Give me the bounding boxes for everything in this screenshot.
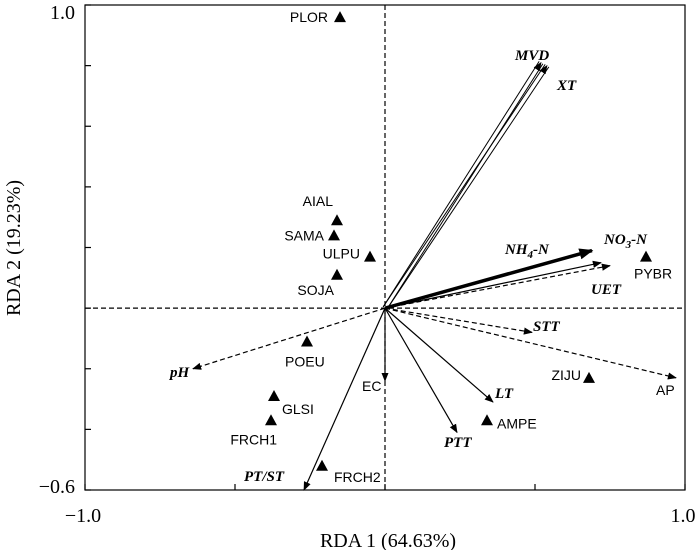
arrow-ph <box>192 307 386 370</box>
env-label-nh4n: NH4-N <box>504 242 550 261</box>
species-marker-ampe <box>481 414 493 426</box>
species-marker-frch1 <box>265 414 277 426</box>
arrow-pt-st <box>303 307 386 491</box>
x-axis-title: RDA 1 (64.63%) <box>320 530 456 550</box>
arrow-ap <box>384 307 677 380</box>
env-label-ap: AP <box>656 382 675 398</box>
x-tick-label-max: 1.0 <box>671 505 696 527</box>
species-markers <box>265 11 652 471</box>
arrow-xt-edge-a <box>386 66 550 310</box>
arrow-stt <box>384 307 533 335</box>
species-label-pybr: PYBR <box>634 266 672 282</box>
species-marker-plor <box>334 11 346 23</box>
species-label-soja: SOJA <box>297 282 334 298</box>
arrow-xt <box>539 64 548 75</box>
species-label-sama: SAMA <box>284 227 324 243</box>
arrow-no3-n <box>384 260 602 309</box>
species-marker-glsi <box>268 390 280 402</box>
env-label-uet: UET <box>591 282 622 298</box>
arrow-ptt <box>384 307 458 434</box>
species-labels: PLOR AIAL SAMA ULPU SOJA PYBR POEU GLSI FRCH1 FRC… <box>230 9 672 485</box>
species-marker-poeu <box>301 335 313 347</box>
arrow-lt <box>384 307 494 403</box>
species-marker-pybr <box>640 250 652 262</box>
arrow-xt-edge-b <box>382 64 546 308</box>
env-label-xt: XT <box>556 78 577 94</box>
species-marker-ziju <box>583 371 595 383</box>
species-label-frch2: FRCH2 <box>334 469 381 485</box>
species-label-ziju: ZIJU <box>551 367 581 383</box>
x-tick-label-min: −1.0 <box>65 505 101 527</box>
env-label-lt: LT <box>494 386 514 402</box>
species-label-frch1: FRCH1 <box>230 431 277 447</box>
arrow-nh4-n <box>384 248 594 310</box>
species-marker-sama <box>328 229 340 241</box>
species-label-aial: AIAL <box>303 193 334 209</box>
species-label-poeu: POEU <box>285 353 325 369</box>
species-marker-soja <box>331 268 343 280</box>
arrow-mvd-edge-b <box>382 61 540 308</box>
arrow-mvd-edge-a <box>386 63 544 310</box>
env-label-mvd: MVD <box>514 48 549 64</box>
axis-ticks <box>84 4 686 491</box>
environment-arrows <box>192 61 677 491</box>
env-label-stt: STT <box>533 319 561 335</box>
species-marker-ulpu <box>364 250 376 262</box>
arrow-uet <box>384 263 611 309</box>
y-tick-label-max: 1.0 <box>50 2 75 24</box>
species-label-glsi: GLSI <box>282 401 314 417</box>
env-label-ph: pH <box>168 365 191 381</box>
env-label-ec: EC <box>362 378 381 394</box>
y-axis-title: RDA 2 (19.23%) <box>3 180 25 316</box>
y-tick-label-min: −0.6 <box>39 476 75 498</box>
species-label-ampe: AMPE <box>497 415 537 431</box>
species-marker-aial <box>331 214 343 226</box>
env-label-no3n: NO3-N <box>603 232 648 251</box>
species-label-ulpu: ULPU <box>323 246 360 262</box>
species-marker-frch2 <box>316 459 328 471</box>
species-label-plor: PLOR <box>290 9 328 25</box>
env-label-ptt: PTT <box>444 435 472 451</box>
env-label-ptst: PT/ST <box>244 469 285 485</box>
